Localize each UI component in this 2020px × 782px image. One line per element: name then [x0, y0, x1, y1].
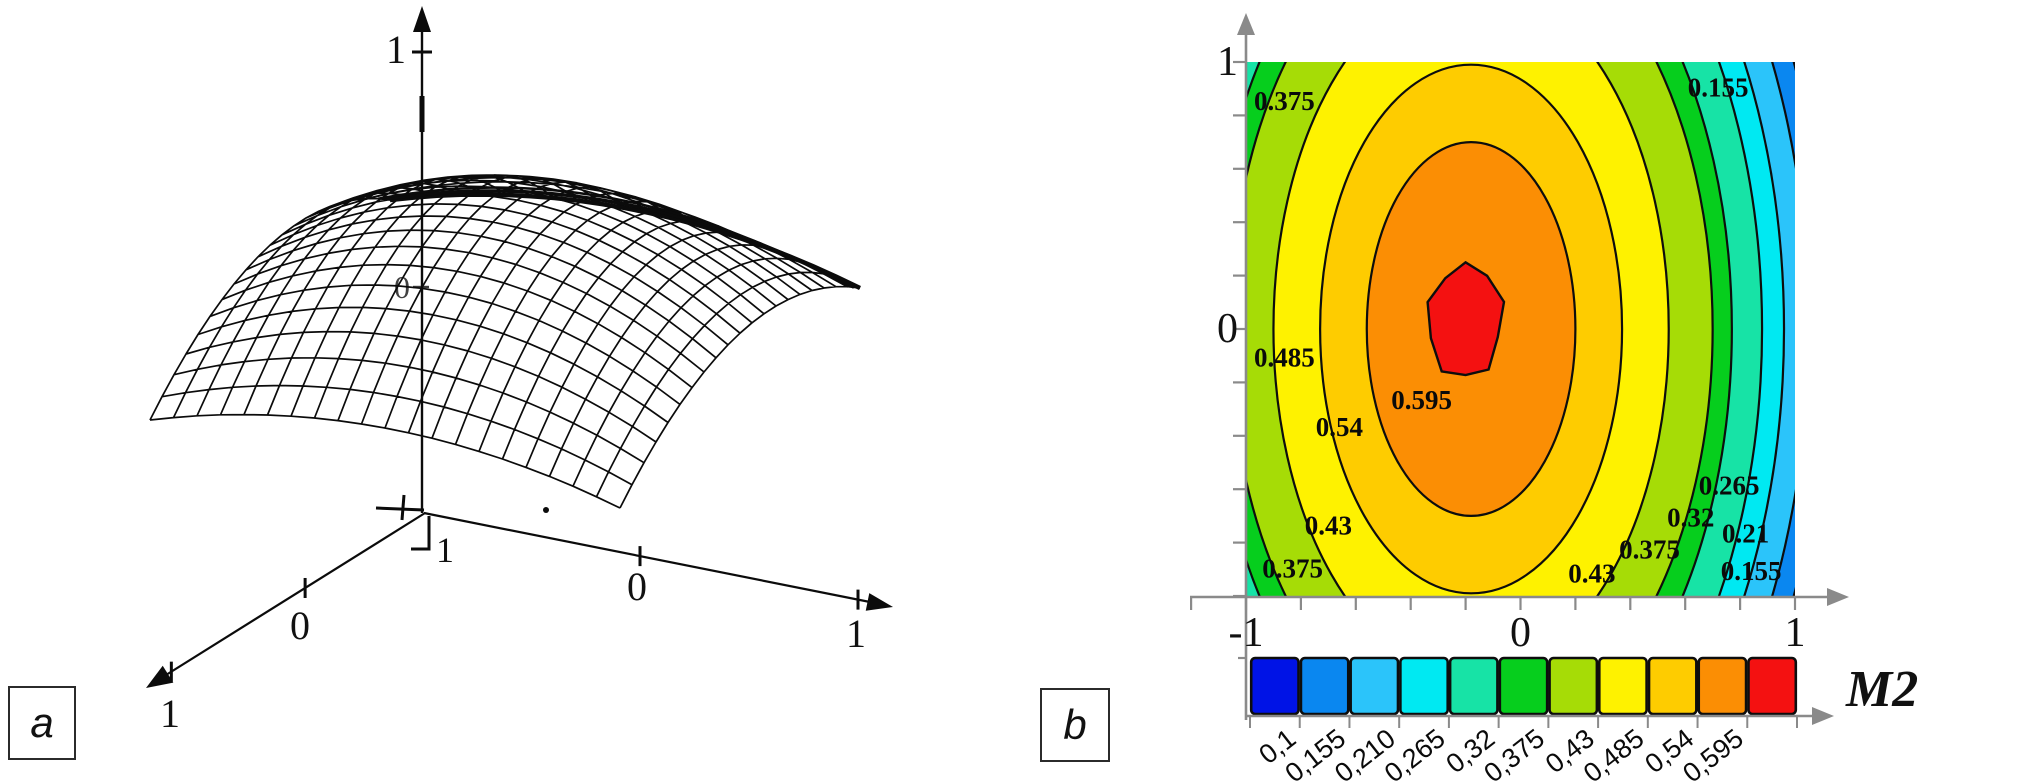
colorbar-swatch: [1399, 656, 1450, 716]
contour-label: 0.595: [1391, 385, 1452, 415]
contour-label: 0.54: [1316, 412, 1363, 442]
x-axis: [423, 511, 881, 606]
contour-label: 0.43: [1568, 559, 1615, 589]
contour-label: 0.265: [1699, 471, 1760, 501]
contour-label: 0.155: [1721, 556, 1782, 586]
colorbar-arrow-icon: [1812, 707, 1834, 725]
contour-max-region: [1426, 260, 1506, 377]
z-axis-arrow-icon: [413, 6, 431, 32]
colorbar-title: M2: [1846, 661, 1919, 718]
colorbar-swatch: [1697, 656, 1748, 716]
z-axis-label-1: 1: [386, 27, 406, 72]
contour-label: 0.375: [1254, 86, 1315, 116]
panel-b-label-box: b: [1040, 688, 1110, 762]
colorbar-swatch: [1498, 656, 1549, 716]
axis-stray-dot: [543, 507, 549, 513]
colorbar-swatch: [1249, 656, 1300, 716]
b-x-tick-label: 1: [1785, 610, 1806, 656]
colorbar-swatch: [1747, 656, 1798, 716]
x-axis-tick-label: 1: [846, 611, 866, 656]
z-axis-neg-tick: [411, 516, 431, 551]
x-axis-arrow-icon: [865, 593, 893, 611]
colorbar: 0,10,1550,2100,2650,320,3750,430,4850,54…: [1246, 656, 1834, 782]
y-axis-tick-label: 1: [160, 691, 180, 736]
colorbar-swatch: [1448, 656, 1499, 716]
y-axis: [157, 512, 426, 681]
b-x-tick-label: -1: [1229, 610, 1264, 656]
b-y-tick-label: 1: [1217, 39, 1238, 85]
z-axis-neg-label: 1: [436, 530, 454, 570]
x-axis-tick-label: 0: [627, 564, 647, 609]
b-x-axis-arrow-icon: [1827, 588, 1849, 606]
colorbar-swatch: [1548, 656, 1599, 716]
contour-label: 0.375: [1619, 535, 1680, 565]
panel-a-label: a: [30, 699, 54, 746]
b-y-axis-arrow-icon: [1237, 13, 1255, 35]
colorbar-swatch: [1349, 656, 1400, 716]
colorbar-swatch: [1647, 656, 1698, 716]
surface-back-edge: [377, 186, 849, 288]
origin-back-tick: [375, 506, 425, 512]
surface-mesh: [149, 174, 861, 509]
b-x-tick-label: 0: [1510, 610, 1531, 656]
contour-label: 0.32: [1667, 503, 1714, 533]
b-y-tick-label: 0: [1217, 306, 1238, 352]
contour-label: 0.485: [1254, 342, 1315, 372]
colorbar-swatch: [1597, 656, 1648, 716]
contour-label: 0.21: [1722, 519, 1769, 549]
contour-label: 0.155: [1688, 73, 1749, 103]
panel-b-label: b: [1063, 701, 1087, 748]
panel-a-label-box: a: [8, 686, 76, 760]
y-axis-tick-label: 0: [290, 603, 310, 648]
contour-label: 0.375: [1262, 553, 1323, 583]
y-axis-arrow-icon: [146, 665, 174, 688]
colorbar-swatch: [1299, 656, 1350, 716]
origin-back-tick-mark: [400, 494, 406, 521]
contour-label: 0.43: [1305, 511, 1352, 541]
